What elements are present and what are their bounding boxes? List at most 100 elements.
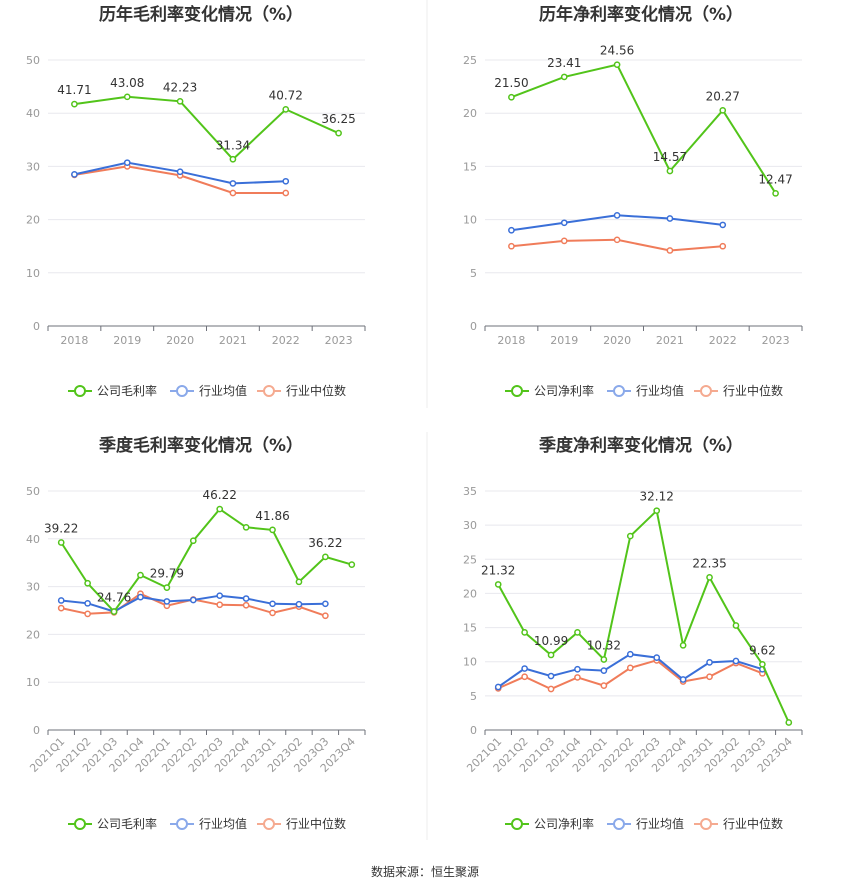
data-point[interactable] xyxy=(282,189,290,197)
data-point[interactable] xyxy=(706,659,713,666)
legend-item-company[interactable]: 公司毛利率 xyxy=(68,816,157,831)
data-point[interactable] xyxy=(600,656,608,663)
data-point[interactable] xyxy=(137,571,144,579)
data-point[interactable] xyxy=(613,236,621,244)
data-point[interactable] xyxy=(110,608,118,615)
data-point[interactable] xyxy=(494,683,502,691)
data-point[interactable] xyxy=(322,612,329,620)
data-point[interactable] xyxy=(574,665,581,673)
legend-item-industry-median[interactable]: 行业中位数 xyxy=(257,816,346,831)
data-point[interactable] xyxy=(322,600,329,608)
data-point[interactable] xyxy=(229,155,237,163)
legend-item-industry-avg[interactable]: 行业均值 xyxy=(170,816,247,831)
y-tick-label: 40 xyxy=(26,107,40,120)
data-point[interactable] xyxy=(547,651,555,659)
data-point[interactable] xyxy=(216,592,224,600)
data-point[interactable] xyxy=(521,665,528,672)
data-point[interactable] xyxy=(785,719,793,726)
data-point[interactable] xyxy=(732,622,740,629)
data-point[interactable] xyxy=(57,604,65,612)
data-point[interactable] xyxy=(322,553,329,561)
legend-item-company[interactable]: 公司毛利率 xyxy=(68,383,157,398)
data-point[interactable] xyxy=(189,537,197,545)
data-point[interactable] xyxy=(521,673,528,681)
data-point[interactable] xyxy=(71,100,78,108)
data-point[interactable] xyxy=(229,180,237,187)
data-point[interactable] xyxy=(574,629,581,636)
data-point[interactable] xyxy=(719,106,727,114)
data-point[interactable] xyxy=(666,215,674,222)
data-label: 40.72 xyxy=(269,88,303,102)
data-point[interactable] xyxy=(560,219,568,227)
data-point[interactable] xyxy=(295,578,303,586)
data-point[interactable] xyxy=(57,539,65,546)
data-point[interactable] xyxy=(560,237,568,245)
data-point[interactable] xyxy=(84,579,91,587)
data-point[interactable] xyxy=(547,672,555,680)
legend-item-company[interactable]: 公司净利率 xyxy=(505,816,594,831)
data-point[interactable] xyxy=(600,682,608,689)
data-point[interactable] xyxy=(626,664,634,672)
data-point[interactable] xyxy=(282,177,290,185)
data-point[interactable] xyxy=(732,657,740,665)
data-point[interactable] xyxy=(242,523,250,531)
data-point[interactable] xyxy=(508,242,515,250)
data-point[interactable] xyxy=(653,654,661,661)
data-point[interactable] xyxy=(269,600,276,608)
data-point[interactable] xyxy=(706,574,713,581)
data-point[interactable] xyxy=(508,93,515,101)
data-point[interactable] xyxy=(666,167,674,175)
data-point[interactable] xyxy=(163,584,171,591)
data-point[interactable] xyxy=(547,685,555,693)
data-point[interactable] xyxy=(84,610,91,618)
data-point[interactable] xyxy=(176,168,184,176)
data-point[interactable] xyxy=(163,598,171,605)
legend-item-industry-median[interactable]: 行业中位数 xyxy=(694,816,783,831)
data-point[interactable] xyxy=(521,629,528,636)
data-point[interactable] xyxy=(216,601,224,609)
data-point[interactable] xyxy=(71,171,78,178)
data-point[interactable] xyxy=(613,211,621,219)
data-point[interactable] xyxy=(494,581,502,588)
data-point[interactable] xyxy=(335,129,342,137)
data-point[interactable] xyxy=(600,667,608,674)
data-point[interactable] xyxy=(84,599,91,607)
data-point[interactable] xyxy=(574,674,581,681)
data-point[interactable] xyxy=(57,597,65,604)
data-point[interactable] xyxy=(653,507,661,515)
data-point[interactable] xyxy=(216,505,224,513)
data-point[interactable] xyxy=(626,650,634,658)
legend-item-industry-avg[interactable]: 行业均值 xyxy=(607,816,684,831)
legend-item-industry-median[interactable]: 行业中位数 xyxy=(694,383,783,398)
data-point[interactable] xyxy=(269,609,276,617)
data-point[interactable] xyxy=(242,601,250,609)
data-point[interactable] xyxy=(626,532,634,540)
data-point[interactable] xyxy=(282,106,290,113)
data-point[interactable] xyxy=(348,561,356,568)
data-point[interactable] xyxy=(229,189,237,197)
data-point[interactable] xyxy=(508,226,515,234)
data-point[interactable] xyxy=(137,593,144,601)
data-point[interactable] xyxy=(719,221,727,229)
data-point[interactable] xyxy=(189,596,197,604)
data-point[interactable] xyxy=(772,189,779,197)
data-point[interactable] xyxy=(123,93,131,101)
data-point[interactable] xyxy=(679,641,687,649)
data-point[interactable] xyxy=(176,97,184,105)
data-point[interactable] xyxy=(613,61,621,69)
data-point[interactable] xyxy=(242,595,250,602)
legend-item-industry-avg[interactable]: 行业均值 xyxy=(170,383,247,398)
legend-item-company[interactable]: 公司净利率 xyxy=(505,383,594,398)
legend-item-industry-median[interactable]: 行业中位数 xyxy=(257,383,346,398)
x-tick-label: 2022 xyxy=(709,334,737,347)
data-point[interactable] xyxy=(759,660,766,668)
legend-item-industry-avg[interactable]: 行业均值 xyxy=(607,383,684,398)
data-point[interactable] xyxy=(719,242,727,250)
data-point[interactable] xyxy=(706,673,713,681)
data-point[interactable] xyxy=(666,247,674,254)
data-point[interactable] xyxy=(295,600,303,608)
data-point[interactable] xyxy=(560,73,568,81)
data-point[interactable] xyxy=(679,676,687,683)
data-point[interactable] xyxy=(123,159,131,167)
data-point[interactable] xyxy=(269,526,276,534)
